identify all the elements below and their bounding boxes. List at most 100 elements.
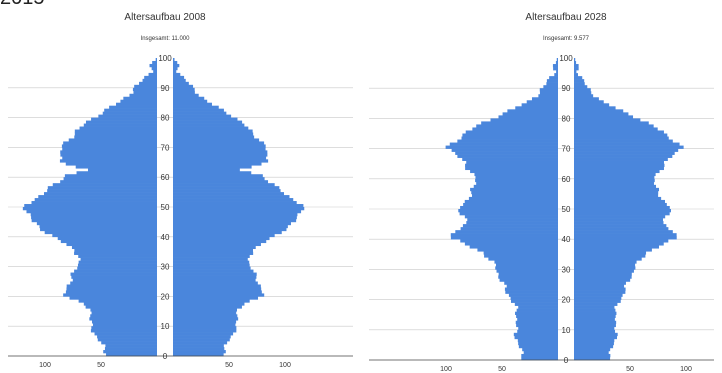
bar-left xyxy=(460,205,558,210)
bar-right xyxy=(173,308,238,312)
age-tick-label: 80 xyxy=(161,114,170,123)
bar-left xyxy=(142,78,157,83)
age-tick-label: 100 xyxy=(158,54,172,63)
bar-right xyxy=(173,275,257,279)
bar-left xyxy=(79,126,157,130)
bar-left xyxy=(66,242,157,247)
bar-left xyxy=(518,326,558,331)
bar-left xyxy=(477,248,558,252)
bar-left xyxy=(508,293,558,297)
bar-left xyxy=(92,323,157,327)
bar-left xyxy=(468,196,558,201)
bar-right xyxy=(173,266,251,270)
top-clipped-text: 2015 xyxy=(0,0,45,10)
bar-left xyxy=(523,350,558,355)
bar-right xyxy=(574,76,583,80)
bar-left xyxy=(36,221,157,226)
bar-left xyxy=(63,177,157,181)
bar-right xyxy=(574,353,611,358)
bar-right xyxy=(173,296,259,300)
bar-right xyxy=(173,248,253,252)
bar-right xyxy=(574,67,579,71)
bar-left xyxy=(465,163,558,168)
bar-right xyxy=(574,181,654,186)
bar-right xyxy=(574,64,579,68)
bar-right xyxy=(173,63,180,68)
bar-right xyxy=(574,199,666,204)
bar-left xyxy=(450,236,558,240)
bar-right xyxy=(574,305,615,309)
bar-right xyxy=(574,254,646,258)
age-tick-label: 30 xyxy=(562,265,571,274)
bar-left xyxy=(65,290,157,294)
bar-left xyxy=(44,230,157,235)
bar-left xyxy=(152,60,157,65)
bar-left xyxy=(104,347,157,351)
bar-right xyxy=(173,129,253,133)
bar-right xyxy=(574,109,624,113)
bar-left xyxy=(554,73,558,77)
bar-left xyxy=(556,70,558,74)
age-tick-label: 0 xyxy=(564,356,569,365)
bar-left xyxy=(531,97,558,101)
bar-left xyxy=(71,275,157,279)
bar-left xyxy=(87,168,157,172)
bar-right xyxy=(574,193,659,198)
bar-right xyxy=(574,350,609,355)
bar-left xyxy=(518,305,558,309)
bar-right xyxy=(173,207,305,211)
bar-left xyxy=(68,138,157,142)
bar-left xyxy=(538,94,558,98)
bar-left xyxy=(498,115,558,119)
bar-right xyxy=(173,272,257,276)
bar-left xyxy=(464,242,558,246)
age-tick-label: 70 xyxy=(161,143,170,152)
bar-right xyxy=(574,145,684,149)
age-tick-label: 60 xyxy=(562,175,571,184)
bar-left xyxy=(449,142,558,146)
bar-left xyxy=(123,96,157,101)
x-tick-label: 100 xyxy=(39,362,51,369)
bar-right xyxy=(173,218,297,223)
bar-left xyxy=(153,69,157,74)
bar-right xyxy=(173,230,282,235)
bar-right xyxy=(173,87,195,92)
bar-right xyxy=(574,178,655,183)
bar-left xyxy=(498,275,558,279)
bar-left xyxy=(71,245,157,250)
bar-right xyxy=(173,75,185,80)
bar-right xyxy=(574,320,617,325)
bar-left xyxy=(74,135,157,139)
bar-left xyxy=(77,263,157,267)
bar-right xyxy=(173,353,224,357)
bar-left xyxy=(450,233,558,237)
bar-right xyxy=(173,344,224,348)
bar-right xyxy=(173,326,237,330)
bar-right xyxy=(173,195,290,199)
bar-right xyxy=(574,215,666,219)
bar-left xyxy=(510,296,558,300)
bar-left xyxy=(474,172,558,177)
bar-right xyxy=(574,323,616,328)
bar-left xyxy=(62,147,157,151)
bar-right xyxy=(574,70,577,74)
bar-left xyxy=(445,145,558,149)
bar-left xyxy=(467,218,558,222)
bar-right xyxy=(574,196,662,201)
bar-right xyxy=(574,209,671,213)
bars xyxy=(445,58,684,361)
age-tick-label: 20 xyxy=(562,296,571,305)
bar-right xyxy=(173,58,175,62)
x-tick-label: 100 xyxy=(279,362,291,369)
bar-left xyxy=(66,284,157,288)
chart-subtitle: Insgesamt: 11.000 xyxy=(141,36,191,42)
bar-left xyxy=(517,317,558,322)
bar-left xyxy=(473,184,558,189)
bar-left xyxy=(521,356,558,361)
bar-right xyxy=(574,112,629,116)
bar-right xyxy=(574,278,631,282)
bar-right xyxy=(173,335,231,339)
bar-left xyxy=(517,338,558,343)
bar-right xyxy=(173,174,263,178)
bar-right xyxy=(173,227,287,232)
